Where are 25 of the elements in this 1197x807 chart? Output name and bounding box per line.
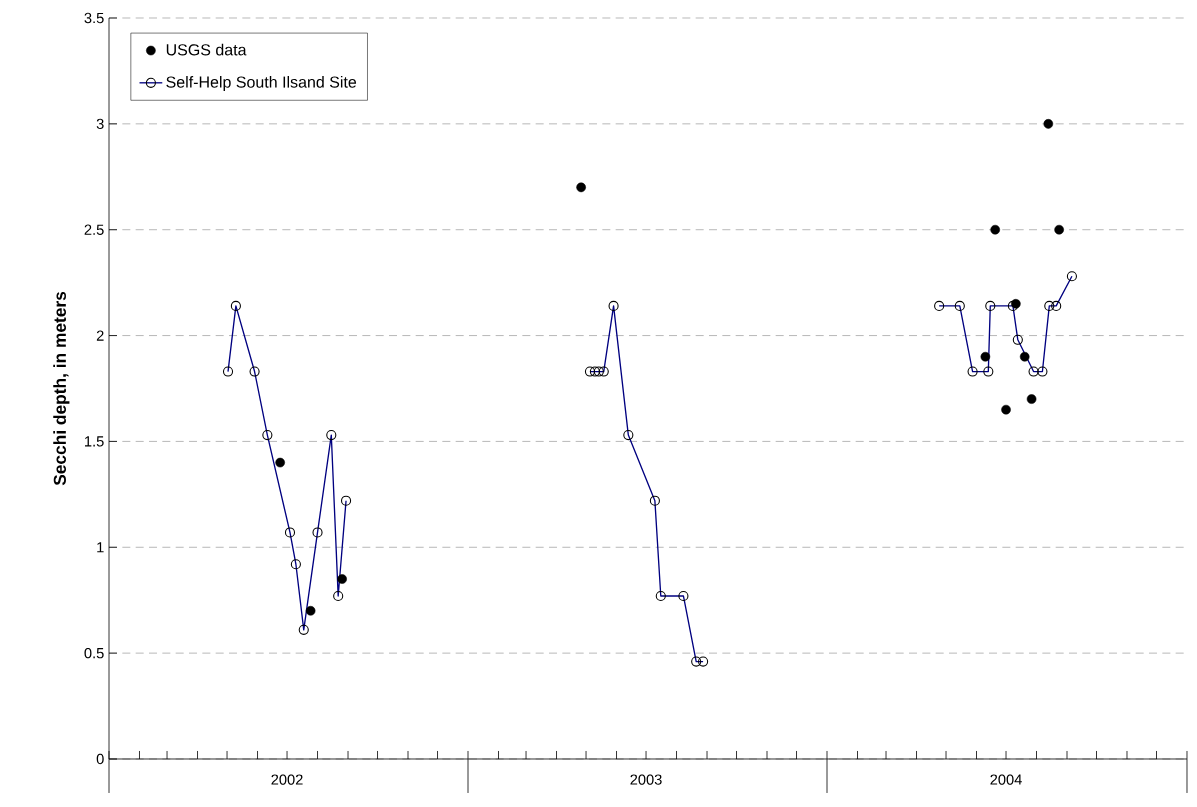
point [576, 182, 586, 193]
point [1026, 394, 1037, 404]
y-tick-label: 0 [96, 753, 104, 765]
y-tick-label: 2 [96, 330, 104, 341]
legend-label: USGS data [166, 43, 247, 56]
point [305, 605, 316, 616]
point [337, 574, 347, 584]
x-tick-label: 2002 [271, 774, 303, 785]
legend-label: Self-Help South Ilsand Site [166, 76, 357, 91]
y-axis-title: Secchi depth, in meters [53, 291, 70, 486]
y-tick-label: 1.5 [85, 436, 104, 447]
x-tick-label: 2003 [630, 774, 662, 785]
y-tick-label: 1 [97, 542, 104, 553]
y-tick-label: 3.5 [84, 12, 104, 24]
y-tick-label: 2.5 [84, 224, 104, 235]
point [1001, 404, 1011, 415]
x-tick-label: 2004 [990, 774, 1022, 785]
point [1019, 351, 1030, 362]
point [980, 351, 991, 362]
point [275, 457, 285, 468]
point [1043, 119, 1054, 129]
point [1054, 224, 1064, 235]
point [990, 224, 1000, 235]
y-tick-label: 0.5 [84, 647, 104, 659]
y-tick-label: 3 [96, 118, 104, 130]
